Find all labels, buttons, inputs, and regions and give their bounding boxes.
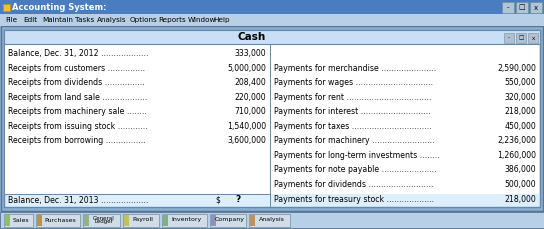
Text: x: x [531, 35, 535, 41]
Text: -: - [508, 35, 510, 41]
Text: 320,000: 320,000 [504, 93, 536, 102]
Text: Window: Window [188, 17, 216, 23]
Text: 500,000: 500,000 [504, 180, 536, 189]
Bar [528, 33, 538, 43]
Text: 1,260,000: 1,260,000 [497, 151, 536, 160]
Text: Payments for taxes ................................: Payments for taxes .....................… [274, 122, 432, 131]
Text: Receipts from machinery sale ........: Receipts from machinery sale ........ [8, 107, 147, 116]
Text: Accounting System:: Accounting System: [12, 3, 107, 11]
Text: Payments for interest ............................: Payments for interest ..................… [274, 107, 431, 116]
Text: 386,000: 386,000 [504, 166, 536, 174]
Text: Payments for rent ..................................: Payments for rent ......................… [274, 93, 431, 102]
Text: Inventory: Inventory [171, 218, 202, 223]
Text: Payroll: Payroll [133, 218, 153, 223]
Text: Receipts from customers ...............: Receipts from customers ............... [8, 63, 145, 73]
Text: $: $ [215, 196, 220, 204]
Bar [0, 0, 544, 14]
Text: Help: Help [213, 17, 230, 23]
Text: Sales: Sales [12, 218, 29, 223]
Bar [516, 33, 526, 43]
Text: Company: Company [215, 218, 245, 223]
Text: 218,000: 218,000 [504, 195, 536, 204]
Text: □: □ [518, 5, 526, 11]
Text: Reports: Reports [159, 17, 187, 23]
Text: Payments for note payable ......................: Payments for note payable ..............… [274, 166, 437, 174]
Bar [5, 215, 10, 226]
Bar [163, 214, 207, 227]
Text: Payments for merchandise ......................: Payments for merchandise ...............… [274, 63, 436, 73]
Text: Receipts from land sale ..................: Receipts from land sale ................… [8, 93, 147, 102]
Bar [84, 215, 89, 226]
Text: Purchases: Purchases [44, 218, 76, 223]
Bar [516, 2, 528, 13]
Bar [0, 212, 544, 228]
Text: Analysis: Analysis [97, 17, 126, 23]
Bar [249, 214, 289, 227]
Text: 1,540,000: 1,540,000 [227, 122, 266, 131]
Bar [37, 215, 42, 226]
Text: Balance, Dec. 31, 2012 ...................: Balance, Dec. 31, 2012 .................… [8, 49, 149, 58]
Text: 710,000: 710,000 [234, 107, 266, 116]
Text: Receipts from borrowing ................: Receipts from borrowing ................ [8, 136, 146, 145]
Bar [4, 214, 33, 227]
Text: Ledger: Ledger [94, 220, 113, 224]
Text: Payments for dividends ..........................: Payments for dividends .................… [274, 180, 434, 189]
Text: Options: Options [129, 17, 157, 23]
Text: Receipts from issuing stock ............: Receipts from issuing stock ............ [8, 122, 148, 131]
Text: Analysis: Analysis [258, 218, 285, 223]
Bar [5, 44, 539, 194]
Bar [124, 215, 129, 226]
Text: Payments for treasury stock ...................: Payments for treasury stock ............… [274, 195, 434, 204]
Text: Payments for wages ...............................: Payments for wages .....................… [274, 78, 433, 87]
Text: 2,590,000: 2,590,000 [497, 63, 536, 73]
Text: 450,000: 450,000 [504, 122, 536, 131]
Text: -: - [507, 5, 509, 11]
Text: 2,236,000: 2,236,000 [497, 136, 536, 145]
Bar [1, 26, 543, 211]
Bar [36, 214, 80, 227]
Text: x: x [534, 5, 538, 11]
Text: Edit: Edit [23, 17, 38, 23]
Text: 333,000: 333,000 [234, 49, 266, 58]
Text: 5,000,000: 5,000,000 [227, 63, 266, 73]
Bar [504, 33, 514, 43]
Text: 220,000: 220,000 [234, 93, 266, 102]
Text: Maintain: Maintain [42, 17, 73, 23]
Text: General: General [92, 216, 114, 221]
Text: Payments for long-term investments ........: Payments for long-term investments .....… [274, 151, 440, 160]
Bar [83, 214, 120, 227]
Bar [123, 214, 159, 227]
Text: Balance, Dec. 31, 2013 ...................: Balance, Dec. 31, 2013 .................… [8, 196, 149, 204]
Text: Payments for machinery .........................: Payments for machinery .................… [274, 136, 435, 145]
Text: Cash: Cash [238, 32, 266, 42]
Bar [163, 215, 169, 226]
Text: 550,000: 550,000 [504, 78, 536, 87]
Text: Receipts from dividends ................: Receipts from dividends ................ [8, 78, 145, 87]
Bar [0, 14, 544, 26]
Text: 3,600,000: 3,600,000 [227, 136, 266, 145]
Text: 208,400: 208,400 [234, 78, 266, 87]
Text: Tasks: Tasks [75, 17, 94, 23]
Bar [530, 2, 542, 13]
Text: File: File [5, 17, 17, 23]
Bar [211, 215, 215, 226]
Bar [250, 215, 255, 226]
Bar [3, 4, 10, 11]
Text: □: □ [518, 35, 524, 41]
Bar [209, 214, 246, 227]
Text: 218,000: 218,000 [504, 107, 536, 116]
Bar [502, 2, 514, 13]
Bar [4, 30, 540, 44]
Text: ?: ? [235, 196, 240, 204]
Bar [4, 30, 540, 207]
